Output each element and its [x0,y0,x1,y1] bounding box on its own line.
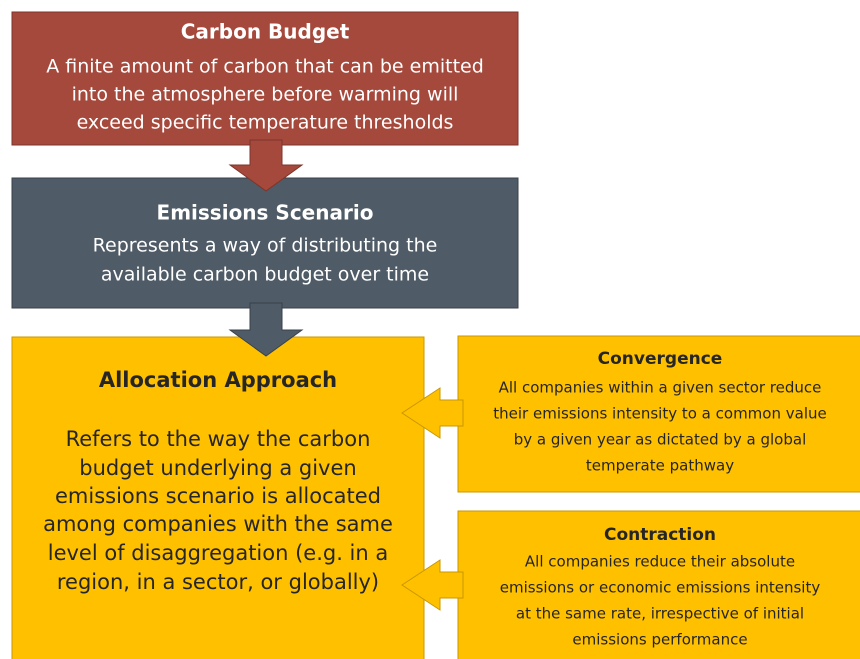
node-title: Convergence [598,349,723,369]
box-carbon-budget [11,11,519,146]
node-text: emissions or economic emissions intensit… [500,579,821,597]
node-title: Carbon Budget [181,20,350,44]
node-text: level of disaggregation (e.g. in a [48,541,389,565]
node-title: Allocation Approach [99,368,337,392]
node-title: Emissions Scenario [157,201,374,225]
node-text: emissions scenario is allocated [55,484,381,508]
node-title: Contraction [604,525,716,545]
node-text: region, in a sector, or globally) [57,570,379,594]
node-text: at the same rate, irrespective of initia… [516,605,804,623]
node-text: All companies within a given sector redu… [499,379,822,397]
arrow-left [401,559,464,611]
box-convergence [457,335,860,493]
box-allocation-approach [11,336,425,659]
node-text: available carbon budget over time [101,264,429,286]
box-emissions-scenario [11,177,519,309]
node-text: Refers to the way the carbon [66,427,371,451]
node-text: budget underlying a given [79,456,356,480]
node-text: their emissions intensity to a common va… [493,405,826,423]
box-contraction [457,510,860,659]
node-text: by a given year as dictated by a global [514,431,807,449]
node-text: exceed specific temperature thresholds [77,112,454,134]
node-text: into the atmosphere before warming will [72,84,459,106]
node-text: All companies reduce their absolute [525,553,795,571]
arrow-down [228,302,304,357]
arrow-down [228,139,304,192]
node-text: temperate pathway [586,457,734,475]
node-text: A finite amount of carbon that can be em… [46,56,484,78]
node-text: emissions performance [572,631,747,649]
node-text: among companies with the same [43,512,393,536]
node-text: Represents a way of distributing the [93,235,438,257]
arrow-left [401,387,464,439]
